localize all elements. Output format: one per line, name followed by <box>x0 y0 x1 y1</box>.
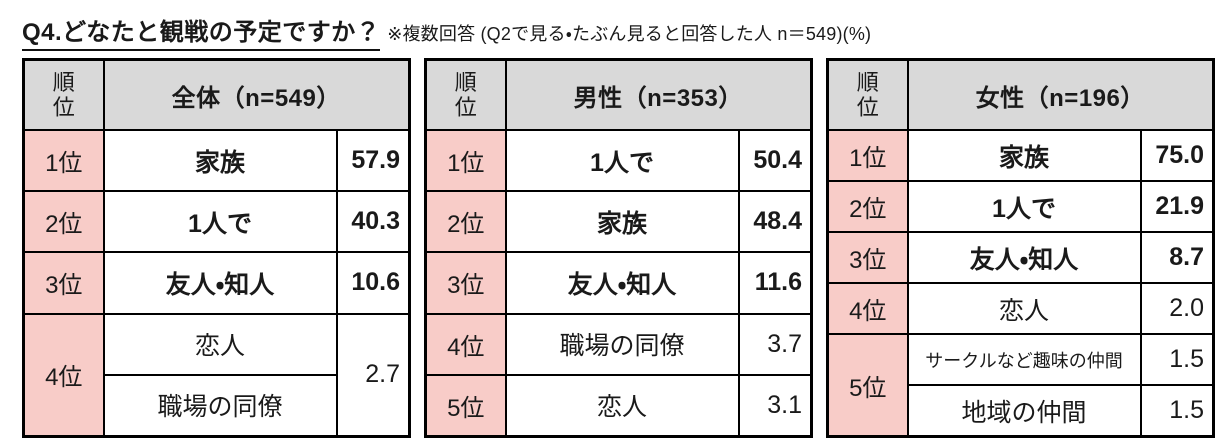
rank-cell: 2位 <box>424 190 507 254</box>
rank-cell: 3位 <box>826 231 909 284</box>
label-cell: 友人・知人 <box>102 251 338 315</box>
question-note: ※複数回答 (Q2で見る・たぶん見ると回答した人 n＝549)(%) <box>387 24 872 44</box>
rank-cell: 3位 <box>424 251 507 315</box>
label-cell: 地域の仲間 <box>906 384 1142 438</box>
table-row: 3位 友人・知人 8.7 <box>826 231 1215 284</box>
table-row: 4位 職場の同僚 3.7 <box>424 312 813 376</box>
rank-cell: 1位 <box>826 129 909 182</box>
table-row: 1位 家族 57.9 <box>22 128 411 193</box>
table-title-overall: 全体（n=549） <box>102 58 411 131</box>
label-cell: 1人で <box>504 128 740 193</box>
rank-column-header: 順位 <box>22 58 105 131</box>
label-cell: 恋人 <box>906 282 1142 335</box>
header-row: 順位 全体（n=549） <box>22 58 411 131</box>
value-cell: 2.7 <box>335 312 411 438</box>
label-cell: 職場の同僚 <box>102 373 338 438</box>
rank-cell: 3位 <box>22 251 105 315</box>
table-row: 3位 友人・知人 11.6 <box>424 251 813 315</box>
value-cell: 10.6 <box>335 251 411 315</box>
question-title: Q4.どなたと観戦の予定ですか？ <box>22 12 381 51</box>
table-row: 2位 家族 48.4 <box>424 190 813 254</box>
table-row: 1位 家族 75.0 <box>826 129 1215 182</box>
header-row: 順位 女性（n=196） <box>826 58 1215 131</box>
label-cell: 家族 <box>906 129 1142 182</box>
value-cell: 57.9 <box>335 128 411 193</box>
table-row: 3位 友人・知人 10.6 <box>22 251 411 315</box>
table-title-male: 男性（n=353） <box>504 58 813 131</box>
table-row: 1位 1人で 50.4 <box>424 128 813 193</box>
label-cell: 1人で <box>102 190 338 254</box>
value-cell: 1.5 <box>1139 384 1215 438</box>
label-cell: サークルなど趣味の仲間 <box>906 333 1142 386</box>
table-row: 4位 恋人 2.7 <box>22 312 411 438</box>
value-cell: 21.9 <box>1139 180 1215 233</box>
label-cell: 友人・知人 <box>504 251 740 315</box>
ranking-table-female: 順位 女性（n=196） 1位 家族 75.0 2位 1人で 21.9 3位 友… <box>826 58 1215 438</box>
table-row: 地域の仲間 1.5 <box>828 384 1215 438</box>
value-cell: 50.4 <box>737 128 813 193</box>
ranking-table-male: 順位 男性（n=353） 1位 1人で 50.4 2位 家族 48.4 3位 友… <box>424 58 813 438</box>
rank-cell: 4位 <box>424 312 507 376</box>
ranking-tables: 順位 全体（n=549） 1位 家族 57.9 2位 1人で 40.3 3位 友… <box>22 58 1222 438</box>
ranking-table-overall: 順位 全体（n=549） 1位 家族 57.9 2位 1人で 40.3 3位 友… <box>22 58 411 438</box>
label-cell: 家族 <box>504 190 740 254</box>
value-cell: 8.7 <box>1139 231 1215 284</box>
label-cell: 恋人 <box>504 373 740 438</box>
label-cell: 家族 <box>102 128 338 193</box>
rank-cell: 4位 <box>826 282 909 335</box>
rank-cell: 5位 <box>424 373 507 438</box>
table-row: 5位 サークルなど趣味の仲間 1.5 <box>826 333 1215 438</box>
header-row: 順位 男性（n=353） <box>424 58 813 131</box>
value-cell: 1.5 <box>1139 333 1215 386</box>
table-row: 4位 恋人 2.0 <box>826 282 1215 335</box>
question-header: Q4.どなたと観戦の予定ですか？ ※複数回答 (Q2で見る・たぶん見ると回答した人… <box>22 12 1222 51</box>
label-cell: 1人で <box>906 180 1142 233</box>
value-cell: 3.1 <box>737 373 813 438</box>
rank-cell: 2位 <box>826 180 909 233</box>
value-cell: 2.0 <box>1139 282 1215 335</box>
table-row: 職場の同僚 <box>24 373 410 438</box>
value-cell: 75.0 <box>1139 129 1215 182</box>
value-cell: 40.3 <box>335 190 411 254</box>
label-cell: 友人・知人 <box>906 231 1142 284</box>
rank-column-header: 順位 <box>826 58 909 131</box>
rank-column-header: 順位 <box>424 58 507 131</box>
rank-cell: 1位 <box>22 128 105 193</box>
rank-cell: 5位 <box>826 333 909 438</box>
rank-cell: 2位 <box>22 190 105 254</box>
rank-cell: 1位 <box>424 128 507 193</box>
value-cell: 3.7 <box>737 312 813 376</box>
value-cell: 11.6 <box>737 251 813 315</box>
value-cell: 48.4 <box>737 190 813 254</box>
label-cell: 職場の同僚 <box>504 312 740 376</box>
rank-cell: 4位 <box>22 312 105 438</box>
table-row: 2位 1人で 21.9 <box>826 180 1215 233</box>
table-title-female: 女性（n=196） <box>906 58 1215 131</box>
survey-results-figure: Q4.どなたと観戦の予定ですか？ ※複数回答 (Q2で見る・たぶん見ると回答した人… <box>22 12 1222 438</box>
label-cell: 恋人 <box>102 312 338 376</box>
table-row: 2位 1人で 40.3 <box>22 190 411 254</box>
table-row: 5位 恋人 3.1 <box>424 373 813 438</box>
